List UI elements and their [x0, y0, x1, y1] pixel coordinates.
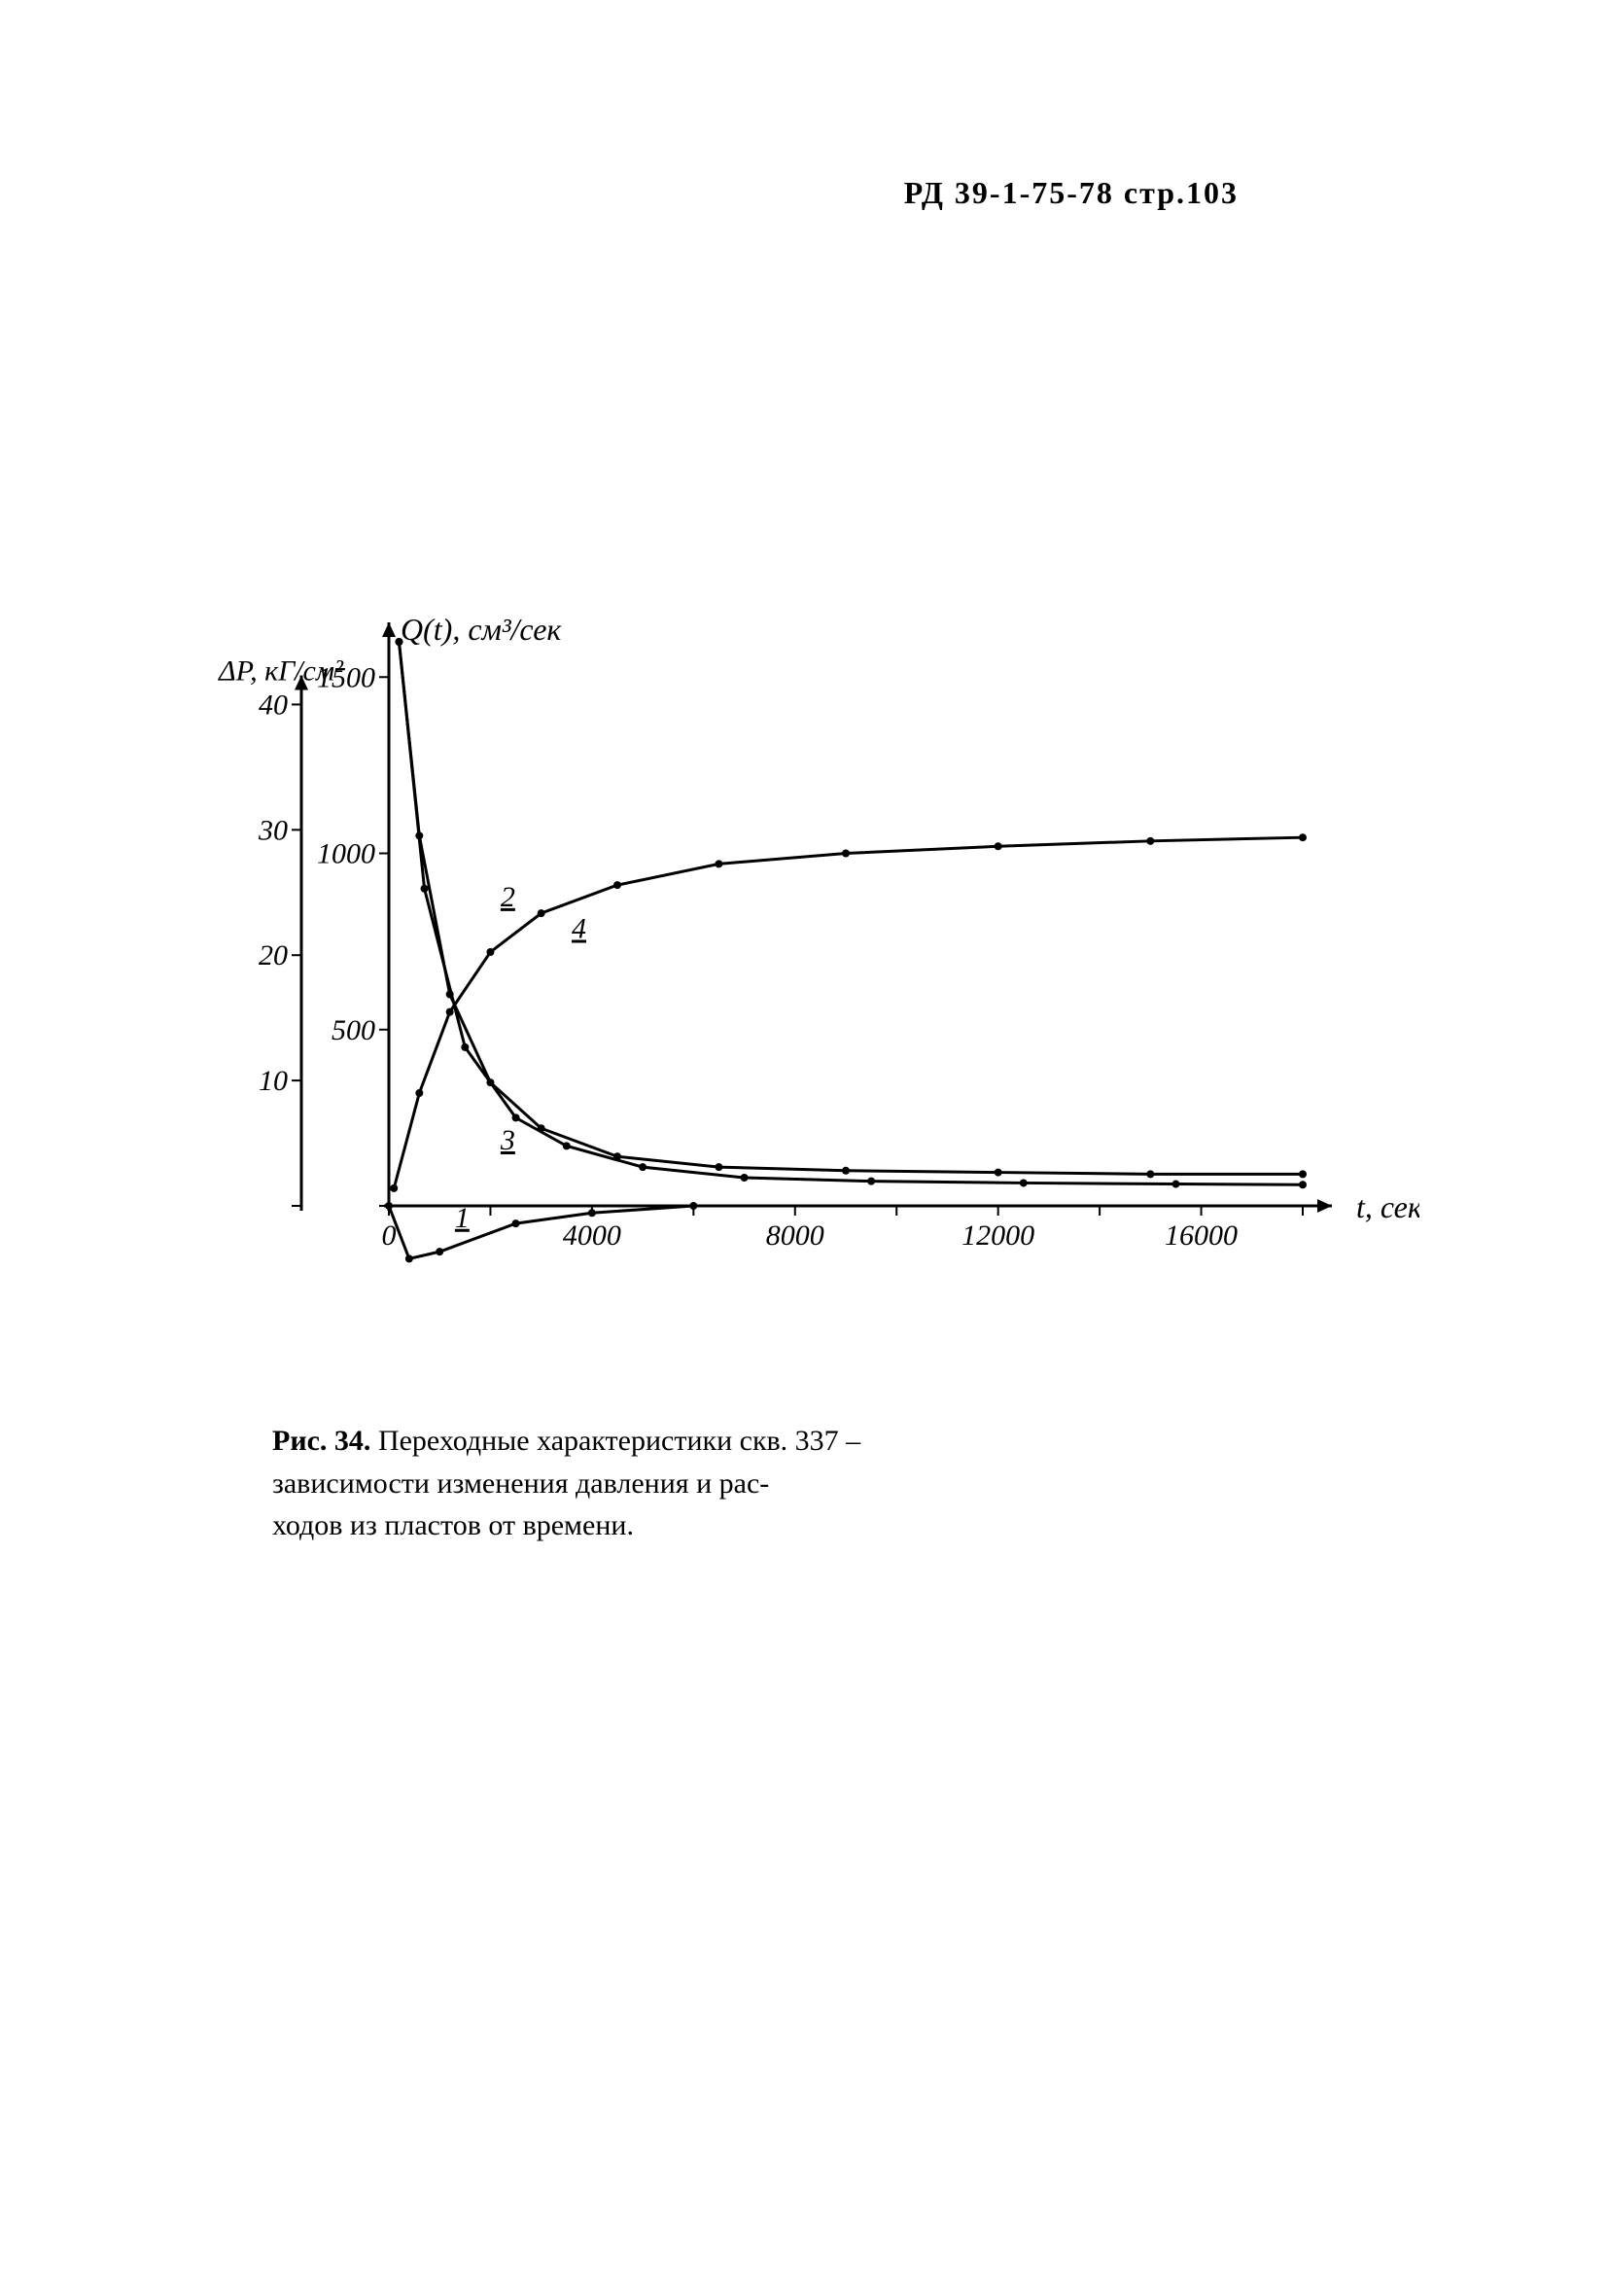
svg-text:4000: 4000 — [563, 1219, 621, 1252]
svg-text:0: 0 — [382, 1219, 397, 1252]
chart-container: 0400080001200016000t, сек50010001500Q(t)… — [175, 603, 1419, 1303]
svg-text:t, сек: t, сек — [1356, 1189, 1419, 1224]
svg-text:4: 4 — [572, 913, 586, 945]
svg-text:10: 10 — [259, 1065, 288, 1097]
svg-text:1: 1 — [455, 1202, 470, 1234]
svg-text:1000: 1000 — [317, 838, 375, 870]
caption-line1: Переходные характеристики скв. 337 – — [378, 1425, 860, 1457]
figure-caption: Рис. 34. Переходные характеристики скв. … — [272, 1420, 1342, 1547]
svg-text:3: 3 — [500, 1124, 515, 1156]
chart-svg: 0400080001200016000t, сек50010001500Q(t)… — [175, 603, 1419, 1303]
svg-text:30: 30 — [258, 814, 288, 846]
caption-line3: ходов из пластов от времени. — [272, 1509, 634, 1541]
svg-text:500: 500 — [332, 1014, 375, 1046]
svg-text:Q(t), см³/сек: Q(t), см³/сек — [401, 612, 562, 647]
svg-text:ΔP, кГ/см²: ΔP, кГ/см² — [218, 654, 344, 687]
svg-text:12000: 12000 — [961, 1219, 1034, 1252]
caption-line2: зависимости изменения давления и рас- — [272, 1467, 769, 1500]
header-text: РД 39-1-75-78 стр.103 — [904, 175, 1239, 210]
svg-text:40: 40 — [259, 689, 288, 721]
fig-label: Рис. 34. — [272, 1425, 370, 1457]
svg-text:2: 2 — [501, 881, 515, 913]
svg-text:20: 20 — [259, 939, 288, 971]
svg-text:16000: 16000 — [1165, 1219, 1238, 1252]
svg-text:8000: 8000 — [766, 1219, 824, 1252]
page-header: РД 39-1-75-78 стр.103 — [904, 175, 1239, 211]
